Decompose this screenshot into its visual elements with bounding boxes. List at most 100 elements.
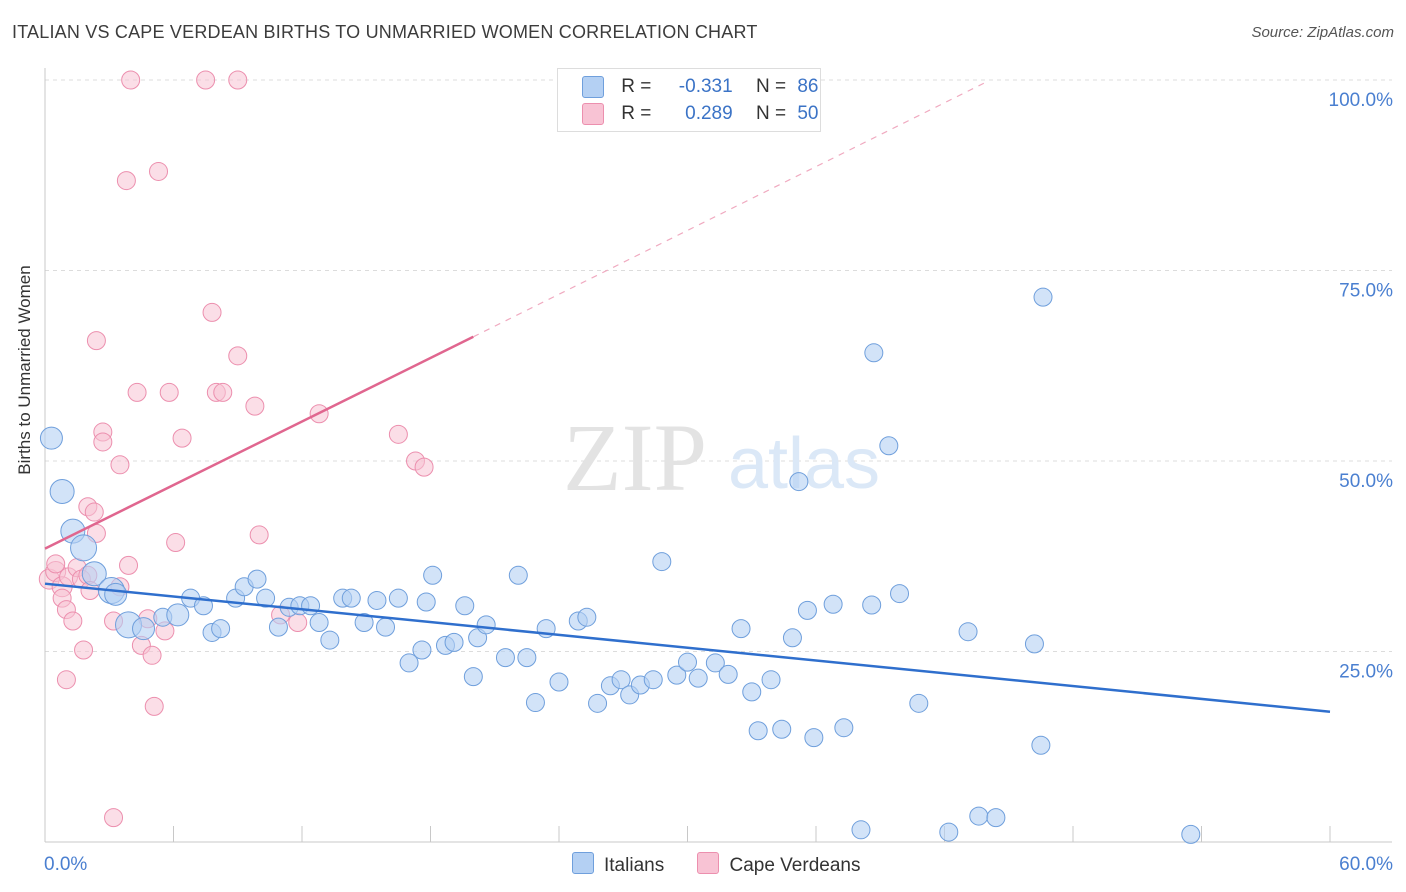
italian-point [611,670,631,690]
cape-verdean-point [149,161,169,181]
trend-line-cape-verdeans [44,335,474,550]
italian-point [81,561,107,587]
x-tick-label-min: 0.0% [44,854,87,875]
axes [44,68,1392,843]
italian-point [718,664,738,684]
italian-point [476,615,496,635]
trend-lines [44,80,1331,713]
legend-swatch-italians [582,76,604,98]
italian-point [412,640,432,660]
cape-verdean-point [159,382,179,402]
correlation-legend: R = -0.331 N = 86 R = 0.289 N = 50 [557,68,821,132]
cape-verdean-point [144,696,164,716]
italian-point [1181,824,1201,844]
italian-point [549,672,569,692]
cape-verdean-point [119,555,139,575]
italian-point [823,594,843,614]
italian-point [731,619,751,639]
italian-point [508,565,528,585]
italian-point [688,668,708,688]
cape-verdean-point [202,302,222,322]
italian-point [789,472,809,492]
cape-verdean-point [121,70,141,90]
italian-point [354,613,374,633]
italian-point [301,596,321,616]
cape-verdean-point [213,382,233,402]
bottom-legend-swatch-italians [572,852,594,874]
cape-verdean-point [104,808,124,828]
x-tick-label-max: 60.0% [1339,854,1393,875]
cape-verdean-point [388,424,408,444]
cape-verdean-point [116,171,136,191]
series-italians [39,287,1201,844]
italian-point [309,613,329,633]
cape-verdean-point [110,455,130,475]
italian-point [864,343,884,363]
legend-n-label: N = [755,76,787,98]
cape-verdean-point [228,346,248,366]
italian-point [742,682,762,702]
italian-point [49,478,75,504]
cape-verdean-point [414,457,434,477]
cape-verdean-point [142,645,162,665]
cape-verdean-point [86,331,106,351]
italian-point [268,617,288,637]
italian-point [247,569,267,589]
cape-verdean-point [56,670,76,690]
cape-verdean-point [166,533,186,553]
legend-r-value-italians: -0.331 [678,76,733,98]
source-label: Source: ZipAtlas.com [1251,24,1394,41]
italian-point [879,436,899,456]
italian-point [416,592,436,612]
italian-point [588,693,608,713]
italian-point [455,596,475,616]
italian-point [772,719,792,739]
y-tick-label: 25.0% [1339,662,1393,683]
italian-point [851,820,871,840]
legend-n-value-cape-verdeans: 50 [797,103,819,125]
cape-verdean-point [172,428,192,448]
tick-labels: 25.0% 50.0% 75.0% 100.0% 0.0% 60.0% [44,90,1393,875]
legend-n-value-italians: 86 [797,76,819,98]
italian-point [444,632,464,652]
cape-verdean-point [46,554,66,574]
italian-point [986,808,1006,828]
italian-point [958,622,978,642]
legend-r-label: R = [621,76,652,98]
italian-point [104,582,128,606]
bottom-legend-italians: Italians [572,852,664,877]
italian-point [652,552,672,572]
legend-row-cape-verdeans: R = 0.289 N = 50 [582,103,818,127]
italian-point [577,607,597,627]
cape-verdean-point [63,611,83,631]
cape-verdean-point [93,432,113,452]
italian-point [211,619,231,639]
y-tick-label: 50.0% [1339,471,1393,492]
italian-point [495,648,515,668]
italian-point [320,630,340,650]
italian-point [376,617,396,637]
italian-point [39,426,63,450]
italian-point [678,652,697,672]
italian-point [797,600,817,620]
italian-point [341,588,361,608]
cape-verdean-point [196,70,216,90]
bottom-legend-cape-verdeans: Cape Verdeans [697,852,860,877]
italian-point [761,670,781,690]
cape-verdean-point [84,502,104,522]
italian-point [517,648,537,668]
cape-verdean-point [245,396,265,416]
italian-point [939,822,959,842]
italian-point [705,653,725,673]
watermark-atlas: atlas [728,424,880,504]
italian-point [1031,735,1051,755]
cape-verdean-point [127,382,147,402]
italian-point [862,595,882,615]
italian-point [525,693,545,713]
italian-point [748,721,768,741]
italian-point [969,806,989,826]
bottom-legend-label-cape-verdeans: Cape Verdeans [729,855,861,876]
watermark: ZIP atlas [563,404,880,511]
cape-verdean-point [228,70,248,90]
